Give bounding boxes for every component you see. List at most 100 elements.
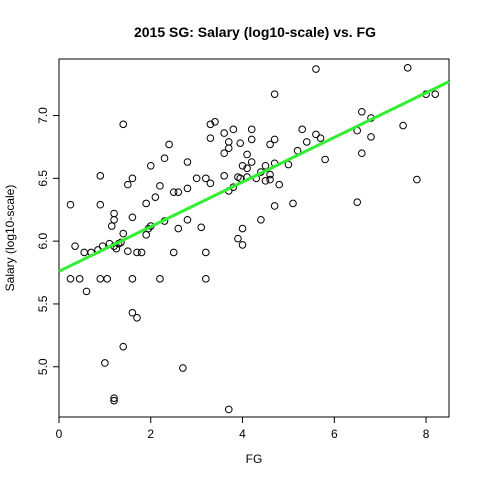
y-axis: 5.0 5.5 6.0 6.5 7.0: [36, 107, 59, 375]
data-point: [353, 198, 362, 206]
data-point: [179, 364, 187, 372]
data-point: [224, 405, 233, 414]
data-point: [128, 174, 137, 183]
data-point: [261, 177, 270, 185]
data-point: [367, 133, 375, 141]
data-point: [270, 90, 279, 98]
data-point: [220, 172, 228, 180]
data-point: [183, 158, 192, 166]
data-point: [234, 234, 242, 243]
data-point: [229, 125, 238, 134]
data-point: [238, 241, 247, 249]
x-tick-label: 4: [239, 427, 246, 441]
data-point: [224, 138, 233, 146]
x-tick-label: 0: [56, 427, 63, 441]
data-point: [146, 161, 155, 170]
y-tick-label: 6.0: [36, 232, 50, 249]
data-point: [119, 342, 128, 351]
data-point: [197, 223, 206, 232]
data-point: [156, 182, 164, 190]
data-point: [169, 188, 178, 196]
regression-line-group: [58, 80, 450, 273]
data-point: [96, 200, 105, 209]
data-point: [358, 149, 366, 158]
data-point: [266, 140, 274, 149]
data-point: [224, 144, 233, 152]
data-point: [243, 150, 251, 159]
data-point: [137, 248, 146, 257]
data-point: [133, 248, 141, 257]
data-point: [238, 161, 247, 170]
data-point: [112, 244, 121, 253]
data-point: [270, 135, 279, 144]
data-point: [247, 125, 256, 134]
data-point: [71, 242, 79, 250]
x-tick-label: 8: [423, 427, 430, 441]
data-point: [75, 275, 84, 283]
data-point: [298, 125, 306, 134]
data-point: [128, 275, 137, 283]
data-point: [257, 215, 265, 224]
x-axis: 0 2 4 6 8: [56, 417, 430, 441]
data-point: [247, 135, 256, 144]
data-point: [128, 213, 137, 222]
data-point: [101, 359, 109, 367]
data-point: [403, 63, 412, 72]
data-point: [413, 175, 421, 184]
data-point: [202, 248, 210, 257]
data-point: [270, 202, 279, 210]
regression-line: [58, 80, 450, 273]
data-point: [206, 179, 215, 188]
data-point: [133, 313, 141, 322]
data-point: [124, 180, 132, 189]
data-point: [174, 188, 183, 196]
data-point: [202, 275, 210, 283]
data-point: [103, 275, 111, 283]
data-point: [119, 229, 128, 238]
data-point: [206, 134, 215, 142]
data-point: [316, 134, 325, 142]
data-point: [119, 120, 128, 129]
data-point: [220, 149, 228, 158]
x-tick-label: 2: [147, 427, 154, 441]
data-point: [238, 224, 247, 233]
y-tick-label: 5.0: [36, 358, 50, 375]
data-point: [302, 138, 311, 146]
data-point: [183, 215, 192, 224]
data-point: [110, 396, 118, 405]
x-tick-label: 6: [331, 427, 338, 441]
data-point: [266, 170, 274, 179]
y-tick-label: 6.5: [36, 170, 50, 187]
data-point: [110, 394, 118, 402]
y-tick-label: 7.0: [36, 107, 50, 124]
data-point: [80, 248, 89, 257]
y-axis-label: Salary (log10-scale): [3, 185, 17, 292]
data-point: [160, 154, 169, 163]
data-point: [192, 174, 201, 183]
data-point: [110, 215, 118, 224]
data-point: [169, 248, 178, 257]
data-point: [128, 308, 137, 317]
data-point: [174, 224, 183, 233]
y-tick-label: 5.5: [36, 295, 50, 312]
data-point: [151, 193, 160, 201]
data-point: [66, 275, 75, 283]
data-point: [202, 174, 210, 183]
data-point: [399, 121, 407, 130]
data-point: [247, 158, 256, 166]
data-point: [358, 107, 366, 116]
data-point: [431, 90, 440, 98]
data-point: [142, 231, 150, 239]
chart-title: 2015 SG: Salary (log10-scale) vs. FG: [134, 24, 376, 40]
data-point: [183, 184, 192, 193]
data-point: [96, 172, 105, 180]
data-point: [312, 130, 320, 139]
data-point: [275, 180, 284, 189]
x-axis-label: FG: [246, 452, 263, 466]
data-point: [321, 155, 329, 164]
plot-area: [58, 58, 450, 418]
data-point: [266, 175, 274, 184]
data-point: [236, 139, 245, 147]
data-point: [211, 118, 219, 126]
